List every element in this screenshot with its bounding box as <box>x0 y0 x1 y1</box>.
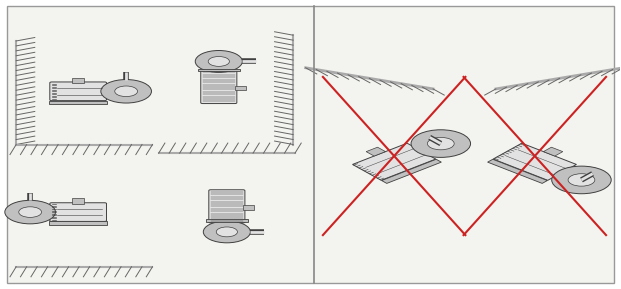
Bar <box>72 78 84 83</box>
Bar <box>72 199 84 204</box>
Circle shape <box>115 86 137 97</box>
FancyBboxPatch shape <box>201 71 237 103</box>
Circle shape <box>101 79 152 103</box>
Polygon shape <box>493 143 576 180</box>
Circle shape <box>195 51 242 72</box>
FancyBboxPatch shape <box>209 190 245 223</box>
Bar <box>243 205 254 210</box>
Polygon shape <box>366 147 386 156</box>
Circle shape <box>203 221 250 243</box>
Circle shape <box>208 57 229 66</box>
Bar <box>206 219 248 222</box>
Circle shape <box>551 166 611 194</box>
Bar <box>49 221 107 225</box>
Circle shape <box>411 130 471 158</box>
Bar <box>235 86 246 90</box>
Bar <box>197 69 240 71</box>
Circle shape <box>568 174 595 186</box>
Polygon shape <box>353 143 436 180</box>
Bar <box>49 101 107 104</box>
FancyBboxPatch shape <box>50 203 106 221</box>
Polygon shape <box>487 159 547 184</box>
Circle shape <box>427 137 454 150</box>
FancyBboxPatch shape <box>50 82 106 101</box>
Polygon shape <box>543 147 563 156</box>
Circle shape <box>216 227 237 237</box>
Circle shape <box>19 207 42 217</box>
Circle shape <box>5 200 55 224</box>
Polygon shape <box>381 159 442 184</box>
